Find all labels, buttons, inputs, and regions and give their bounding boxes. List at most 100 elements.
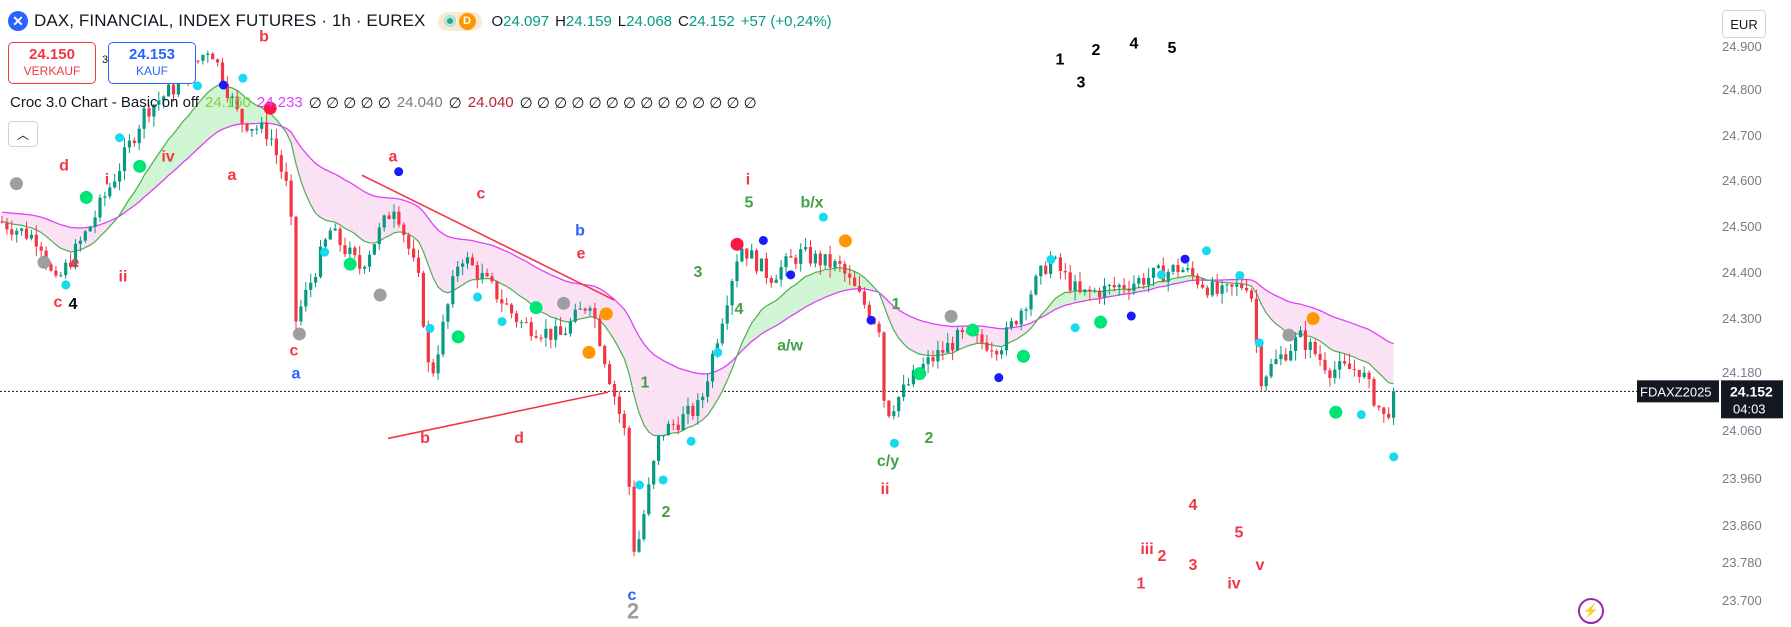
indicator-legend[interactable]: Croc 3.0 Chart - Basic on off 24.160 24.… [10, 94, 757, 112]
candle-body [1058, 257, 1062, 271]
cloud-segment [810, 272, 816, 305]
signal-dot [889, 438, 899, 448]
signal-dot [1235, 270, 1245, 280]
ohlc-item: H24.159 [555, 13, 612, 30]
collapse-legend-button[interactable]: ︿ [8, 121, 38, 147]
candle-body [284, 171, 288, 181]
symbol-tag [1637, 380, 1719, 403]
candle-body [436, 354, 440, 374]
candle-body [1191, 268, 1195, 276]
candle-body [250, 128, 254, 131]
wave-label: 5 [1168, 40, 1177, 57]
candle-body [627, 428, 631, 487]
candle-body [201, 54, 205, 61]
cloud-segment [310, 158, 316, 214]
wave-label: 1 [1137, 575, 1146, 592]
signal-dot [1016, 349, 1030, 363]
candle-body [578, 308, 582, 310]
indicator-name[interactable]: Croc 3.0 Chart - Basic on off [10, 94, 199, 111]
candle-body [485, 272, 489, 277]
cloud-segment [658, 357, 664, 436]
sell-label: VERKAUF [23, 64, 81, 78]
candle-body [877, 323, 881, 333]
flash-icon[interactable]: ⚡ [1578, 598, 1604, 624]
cloud-segment [384, 197, 390, 239]
price-tick-label: 23.700 [1722, 593, 1762, 608]
candle-body [642, 514, 646, 540]
cloud-segment [550, 274, 556, 319]
cloud-segment [1329, 315, 1335, 352]
wave-label: d [59, 158, 69, 175]
candle-body [769, 278, 773, 283]
candle-body [1166, 271, 1170, 282]
candle-body [1132, 283, 1136, 291]
candle-body [632, 486, 636, 552]
signal-dot [192, 81, 202, 91]
candle-body [818, 253, 822, 266]
candle-body [1009, 321, 1013, 328]
signal-dot [786, 270, 796, 280]
candle-body [1279, 354, 1283, 360]
candle-body [299, 306, 303, 322]
cloud-segment [1075, 290, 1080, 303]
candle-body [946, 342, 950, 353]
wave-label: i [746, 172, 750, 189]
candle-body [132, 140, 136, 144]
cloud-segment [389, 198, 394, 236]
candle-body [686, 405, 690, 415]
sell-button[interactable]: 24.150 VERKAUF [8, 42, 96, 84]
candle-body [588, 308, 592, 311]
cloud-segment [163, 139, 169, 180]
cloud-segment [1089, 290, 1095, 301]
candles [0, 50, 1396, 557]
cloud-segment [335, 174, 341, 225]
candle-body [397, 211, 401, 225]
last-price-tag [1721, 380, 1783, 419]
cloud-segment [1359, 326, 1365, 362]
cloud-segment [1182, 275, 1188, 283]
candle-body [951, 342, 955, 351]
candle-body [1098, 290, 1102, 298]
signal-dot [394, 167, 404, 177]
candle-body [358, 255, 362, 269]
candle-body [622, 413, 626, 429]
cloud-segment [648, 349, 654, 436]
wave-label: e [71, 255, 80, 272]
candle-body [416, 257, 421, 273]
candle-body [1259, 343, 1263, 387]
chevron-up-icon: ︿ [16, 127, 29, 142]
candle-body [936, 350, 940, 362]
candle-body [1382, 407, 1386, 414]
price-tick-label: 24.300 [1722, 311, 1762, 326]
symbol-logo-icon[interactable]: ✕ [8, 11, 28, 31]
market-status-pill[interactable]: D [437, 11, 482, 31]
candle-body [1068, 272, 1072, 291]
cloud-segment [144, 168, 149, 198]
candle-body [260, 122, 264, 129]
candle-body [323, 239, 327, 247]
cloud-segment [2, 212, 7, 223]
buy-button[interactable]: 24.153 KAUF [108, 42, 196, 84]
candle-body [1156, 265, 1160, 268]
candle-body [804, 247, 808, 250]
candle-body [524, 322, 528, 324]
symbol-title[interactable]: DAX, FINANCIAL, INDEX FUTURES · 1h · EUR… [34, 11, 426, 30]
candle-body [328, 230, 332, 240]
candle-body [451, 276, 455, 305]
currency-button[interactable]: EUR [1722, 10, 1766, 38]
candle-body [1034, 276, 1038, 295]
candle-body [529, 322, 533, 337]
cloud-segment [692, 372, 698, 427]
price-tick-label: 24.180 [1722, 365, 1762, 380]
signal-dot [1329, 405, 1343, 419]
cloud-segment [1354, 324, 1360, 360]
candle-body [750, 250, 754, 259]
signal-dot [343, 257, 357, 271]
candle-body [1254, 298, 1258, 344]
cloud-segment [1178, 276, 1183, 284]
candle-body [808, 247, 813, 264]
candle-body [20, 228, 24, 231]
slow-line [1, 122, 1394, 375]
cloud-segment [482, 242, 488, 279]
